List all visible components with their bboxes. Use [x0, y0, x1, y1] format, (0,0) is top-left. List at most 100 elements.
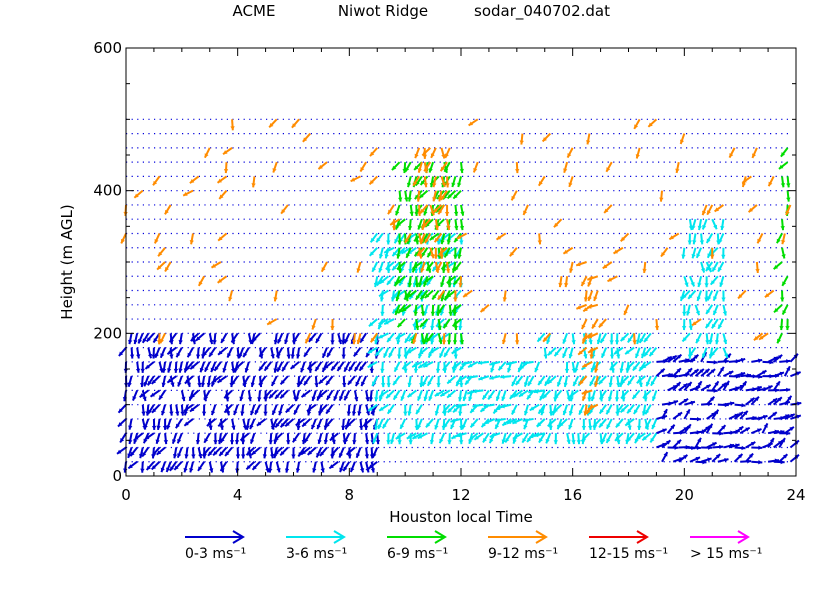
- wind-arrow-head: [434, 255, 438, 259]
- wind-arrow: [322, 262, 327, 272]
- wind-arrow-head: [414, 312, 418, 316]
- wind-arrow-head: [398, 197, 402, 201]
- wind-arrow: [312, 390, 316, 400]
- wind-arrow-head: [174, 369, 178, 373]
- wind-arrow-head: [352, 440, 356, 444]
- wind-arrow: [422, 148, 430, 156]
- wind-arrow-head: [141, 369, 145, 373]
- wind-arrow-head: [130, 354, 134, 358]
- wind-arrow: [388, 405, 394, 414]
- wind-arrow: [681, 248, 685, 259]
- wind-arrow: [599, 319, 606, 327]
- wind-arrow: [624, 305, 629, 315]
- wind-arrow: [454, 219, 458, 230]
- wind-arrow: [379, 405, 388, 411]
- wind-arrow: [715, 333, 719, 344]
- wind-arrow-head: [152, 426, 156, 430]
- legend-item: 12-15 ms⁻¹: [589, 531, 668, 562]
- wind-arrow: [159, 390, 165, 399]
- wind-arrow: [370, 148, 377, 156]
- wind-arrow: [315, 362, 321, 371]
- wind-arrow-head: [719, 445, 723, 449]
- wind-arrow: [702, 205, 707, 215]
- wind-arrow: [554, 433, 558, 444]
- wind-arrow: [211, 405, 215, 415]
- wind-arrow: [704, 276, 708, 287]
- wind-arrow: [291, 362, 299, 369]
- wind-arrow: [132, 390, 137, 400]
- wind-arrow: [523, 205, 528, 215]
- wind-arrow-head: [721, 298, 725, 302]
- wind-arrow: [765, 291, 774, 298]
- wind-arrow: [190, 176, 199, 183]
- wind-arrow: [428, 376, 433, 386]
- wind-arrow: [357, 262, 361, 273]
- wind-arrow: [779, 454, 787, 461]
- wind-arrow: [378, 333, 388, 338]
- wind-arrow: [436, 362, 440, 373]
- wind-arrow: [402, 362, 410, 369]
- wind-arrow: [568, 176, 572, 186]
- wind-arrow: [673, 440, 681, 448]
- wind-arrow: [751, 359, 762, 363]
- wind-arrow: [398, 319, 405, 327]
- wind-arrow: [141, 362, 145, 373]
- wind-arrow: [751, 446, 762, 450]
- y-tick-label: 200: [93, 324, 122, 342]
- wind-arrow: [601, 333, 606, 343]
- wind-arrow-head: [786, 183, 790, 187]
- wind-arrow: [272, 376, 277, 386]
- wind-arrow: [303, 134, 310, 142]
- wind-arrow-head: [515, 340, 519, 344]
- wind-arrow: [715, 205, 724, 212]
- wind-arrow: [318, 162, 327, 169]
- wind-arrow: [200, 362, 204, 372]
- wind-arrow: [296, 462, 300, 473]
- wind-arrow: [719, 233, 724, 243]
- wind-arrow: [231, 419, 235, 430]
- wind-arrow: [383, 419, 389, 428]
- wind-arrow-head: [447, 283, 451, 287]
- wind-arrow: [564, 276, 568, 287]
- wind-arrow: [696, 305, 700, 315]
- legend-label: 12-15 ms⁻¹: [589, 546, 668, 562]
- wind-arrow: [706, 319, 712, 328]
- wind-arrow: [381, 376, 385, 387]
- wind-arrow: [460, 219, 464, 230]
- wind-arrow: [341, 419, 345, 430]
- wind-arrow-head: [448, 312, 452, 316]
- wind-arrow: [430, 319, 434, 330]
- wind-arrow: [643, 390, 651, 398]
- legend-item: > 15 ms⁻¹: [690, 531, 762, 562]
- wind-arrow: [447, 433, 451, 444]
- wind-arrow: [682, 305, 686, 316]
- wind-arrow: [692, 248, 696, 259]
- wind-arrow: [609, 376, 613, 387]
- wind-arrow: [577, 433, 581, 444]
- wind-arrow-head: [779, 326, 783, 330]
- wind-arrow: [779, 162, 788, 169]
- wind-arrow: [330, 333, 334, 344]
- wind-arrow: [718, 319, 723, 329]
- wind-arrow: [712, 262, 717, 272]
- wind-arrow: [790, 354, 798, 362]
- wind-arrow: [669, 233, 678, 239]
- wind-arrow: [564, 376, 568, 387]
- wind-arrow-head: [520, 140, 524, 144]
- wind-arrow: [162, 376, 166, 387]
- wind-arrow: [478, 361, 489, 365]
- wind-arrow-head: [224, 169, 228, 173]
- wind-arrow: [588, 291, 592, 301]
- wind-arrow: [538, 233, 542, 244]
- wind-arrow-head: [169, 354, 173, 358]
- wind-arrow: [277, 362, 282, 372]
- wind-arrow: [538, 376, 545, 385]
- wind-arrow-head: [780, 298, 784, 302]
- wind-arrow-head: [697, 417, 701, 421]
- wind-arrow: [628, 376, 634, 385]
- wind-arrow-head: [314, 383, 318, 387]
- wind-arrow: [781, 219, 785, 230]
- wind-arrow: [342, 376, 346, 387]
- wind-arrow: [177, 447, 182, 457]
- wind-arrow: [616, 419, 623, 427]
